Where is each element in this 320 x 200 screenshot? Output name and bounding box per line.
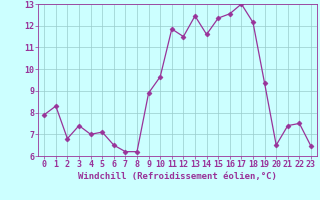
X-axis label: Windchill (Refroidissement éolien,°C): Windchill (Refroidissement éolien,°C) (78, 172, 277, 181)
